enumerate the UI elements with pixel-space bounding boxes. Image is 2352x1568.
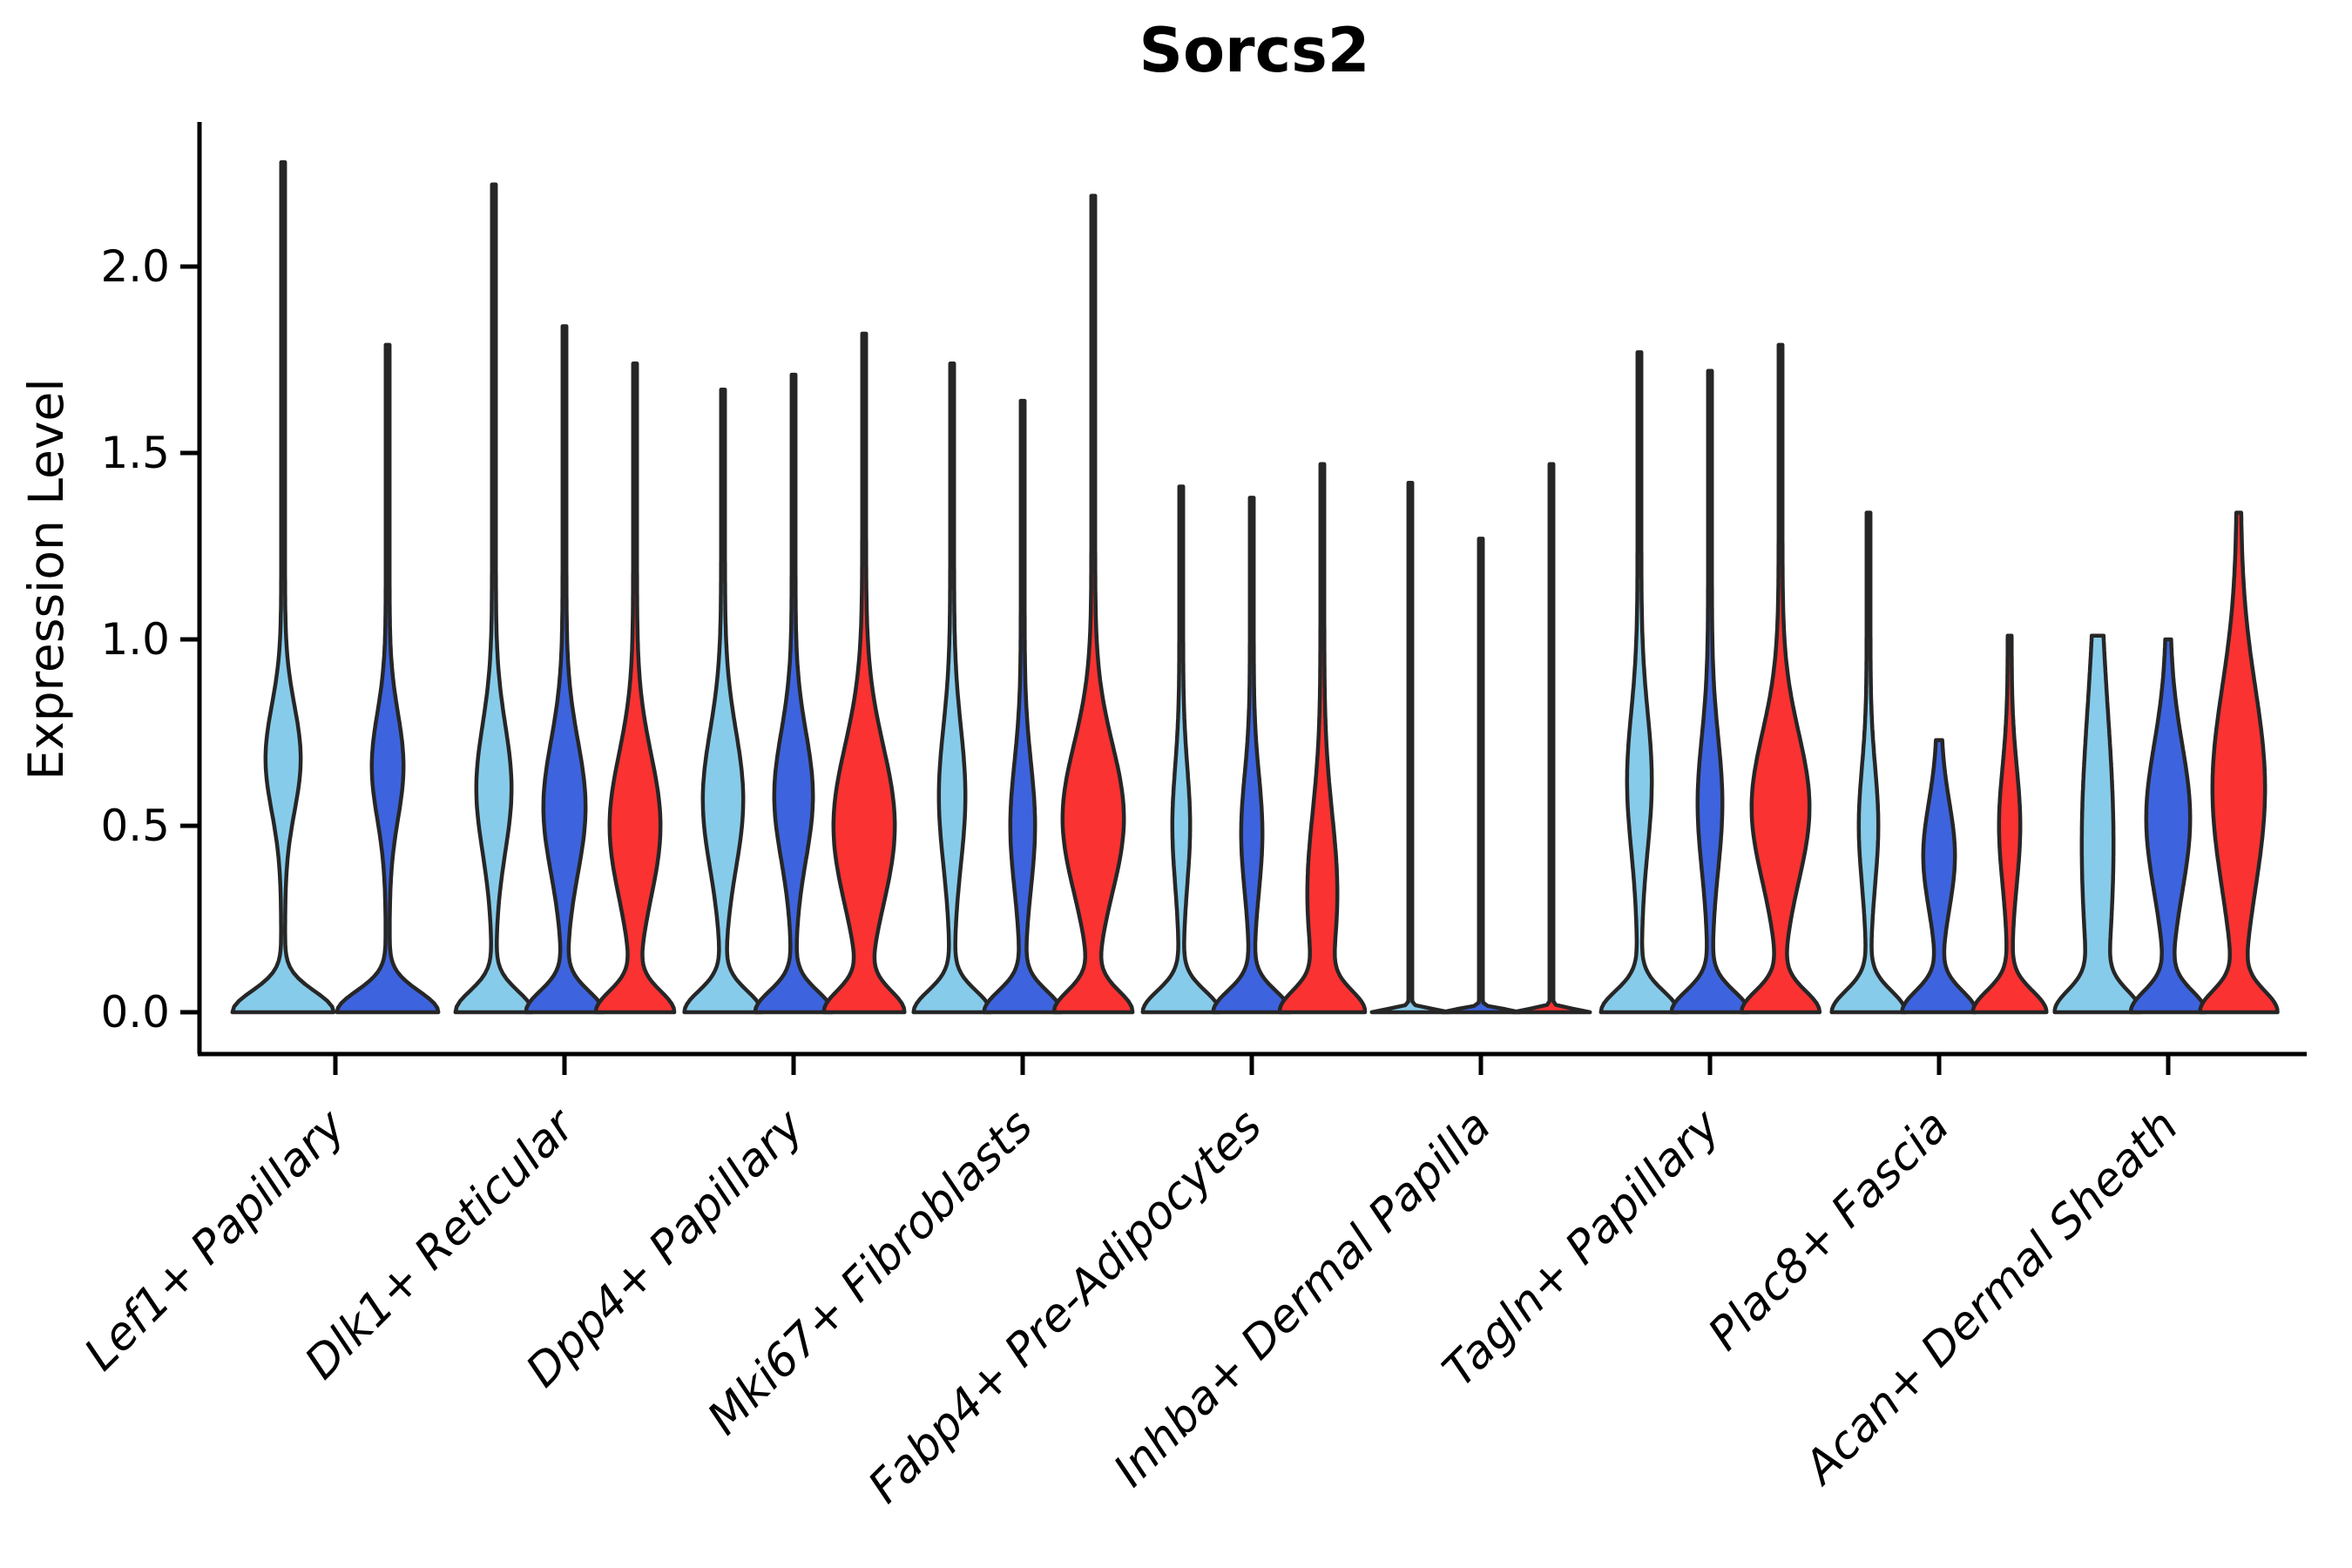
violin-group-4 xyxy=(911,193,1135,1015)
x-tick-label-8: Plac8+ Fascia xyxy=(1699,1100,1959,1361)
violin-inhba-dermal-papilla-condition-3 xyxy=(1511,462,1592,1015)
axes-layer xyxy=(180,122,2307,1075)
violin-plac8-fascia-condition-1 xyxy=(1829,510,1908,1015)
violin-tagln-papillary-condition-3 xyxy=(1739,342,1822,1015)
violin-inhba-dermal-papilla-condition-1 xyxy=(1369,480,1451,1015)
violin-tagln-papillary-condition-1 xyxy=(1598,350,1680,1015)
violin-mki67-fibroblasts-condition-1 xyxy=(911,362,993,1015)
violin-dlk1-reticular-condition-2 xyxy=(524,324,605,1015)
violin-fabp4-pre-adipocytes-condition-3 xyxy=(1277,462,1368,1015)
chart-title: Sorcs2 xyxy=(1139,15,1370,86)
violin-group-3 xyxy=(682,331,907,1015)
violin-acan-dermal-sheath-condition-3 xyxy=(2198,510,2280,1015)
violin-group-7 xyxy=(1598,342,1822,1015)
y-tick-label: 0.5 xyxy=(100,801,170,851)
y-tick-label: 1.0 xyxy=(100,614,170,665)
violins-layer xyxy=(230,159,2280,1015)
y-tick-labels: 0.0 0.5 1.0 1.5 2.0 xyxy=(100,241,170,1037)
violin-fabp4-pre-adipocytes-condition-1 xyxy=(1140,484,1222,1015)
violin-lef1-papillary-condition-1 xyxy=(230,159,336,1015)
violin-group-1 xyxy=(230,159,441,1015)
violin-dpp4-papillary-condition-3 xyxy=(821,331,907,1015)
violin-dlk1-reticular-condition-3 xyxy=(593,362,677,1015)
violin-group-2 xyxy=(453,182,677,1015)
x-tick-label-6: Inhba+ Dermal Papilla xyxy=(1104,1100,1501,1497)
y-tick-label: 2.0 xyxy=(100,241,170,292)
violin-plac8-fascia-condition-2 xyxy=(1900,738,1978,1015)
y-tick-label: 1.5 xyxy=(100,428,170,478)
violin-acan-dermal-sheath-condition-2 xyxy=(2128,637,2208,1015)
violin-mki67-fibroblasts-condition-3 xyxy=(1051,193,1135,1015)
violin-group-9 xyxy=(2052,510,2280,1015)
violin-mki67-fibroblasts-condition-2 xyxy=(982,398,1064,1015)
x-tick-label-5: Fabp4+ Pre-Adipocytes xyxy=(859,1100,1273,1514)
y-axis-label: Expression Level xyxy=(18,378,74,780)
violin-plac8-fascia-condition-3 xyxy=(1970,633,2049,1015)
y-tick-label: 0.0 xyxy=(100,987,170,1037)
violin-group-5 xyxy=(1140,462,1368,1015)
violin-dlk1-reticular-condition-1 xyxy=(453,182,535,1015)
violin-tagln-papillary-condition-2 xyxy=(1669,368,1751,1015)
violin-inhba-dermal-papilla-condition-2 xyxy=(1440,537,1522,1015)
violin-group-8 xyxy=(1829,510,2049,1015)
violin-dpp4-papillary-condition-1 xyxy=(682,387,764,1015)
x-tick-label-9: Acan+ Dermal Sheath xyxy=(1793,1100,2188,1496)
violin-group-6 xyxy=(1369,462,1592,1015)
violin-acan-dermal-sheath-condition-1 xyxy=(2052,633,2143,1015)
violin-lef1-papillary-condition-2 xyxy=(335,342,441,1015)
violin-dpp4-papillary-condition-2 xyxy=(753,372,835,1015)
violin-fabp4-pre-adipocytes-condition-2 xyxy=(1211,496,1293,1015)
